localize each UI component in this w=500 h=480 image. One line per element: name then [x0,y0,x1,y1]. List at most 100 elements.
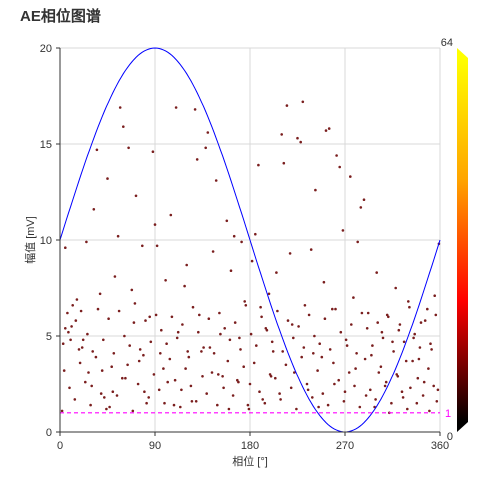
data-point [181,323,184,326]
data-point [335,154,338,157]
data-point [345,344,349,347]
x-tick-label: 0 [57,440,63,452]
data-point [122,125,125,128]
data-point [412,336,415,340]
data-point [364,394,368,397]
data-point [237,380,240,384]
data-point [113,275,117,278]
data-point [391,340,394,344]
data-point [164,279,167,282]
data-point [377,371,381,374]
data-point [191,305,195,309]
data-point [169,213,173,217]
data-point [384,380,388,384]
data-point [136,382,140,386]
data-point [173,378,177,382]
data-point [60,409,64,413]
data-point [337,378,341,382]
data-point [290,323,294,326]
data-point [342,400,346,403]
data-point [332,361,335,365]
data-point [73,398,77,401]
data-point [79,309,83,313]
data-point [154,313,158,317]
data-point [61,342,65,346]
data-point [98,292,102,296]
data-point [87,371,90,374]
data-point [208,346,212,349]
data-point [160,328,163,332]
colorbar-max-label: 64 [441,37,453,49]
data-point [130,288,134,292]
data-point [232,234,236,238]
data-point [64,246,67,249]
data-point [247,407,251,411]
y-tick-label: 0 [46,427,52,439]
data-point [257,163,260,167]
data-point [434,313,438,317]
data-point [92,208,96,211]
data-point [416,376,420,380]
data-point [149,340,153,344]
data-point [75,298,79,301]
data-point [229,269,233,273]
data-point [132,321,136,324]
data-point [352,296,355,299]
data-point [326,403,330,407]
data-point [172,403,176,407]
data-point [289,386,293,390]
data-point [155,244,159,248]
data-point [89,403,92,407]
data-point [363,357,367,361]
data-point [124,376,127,380]
data-point [211,250,215,253]
data-point [417,357,421,361]
data-point [279,398,282,401]
data-point [236,378,239,382]
data-point [268,373,272,376]
data-point [141,244,144,248]
data-point [185,263,188,267]
data-point [184,367,187,370]
data-point [123,334,126,338]
data-point [107,317,110,321]
colorbar: 64 0 [441,37,468,443]
data-point [221,375,224,378]
data-point [430,348,433,351]
data-point [108,405,111,409]
y-tick-label: 15 [40,139,52,151]
data-point [297,325,300,328]
data-point [324,129,328,132]
data-point [427,367,430,370]
data-point [288,252,292,255]
data-point [239,348,242,351]
data-point [71,304,74,307]
data-point [233,321,237,324]
data-point [222,386,225,390]
data-point [362,198,366,201]
data-point [244,304,248,307]
data-point [74,319,78,322]
data-point [263,401,267,405]
data-point [306,388,310,392]
data-point [270,340,274,344]
data-point [422,380,426,384]
data-point [421,394,425,397]
data-point [415,401,419,405]
data-point [165,342,168,346]
data-point [307,313,311,317]
data-point [243,300,246,303]
x-axis-title: 相位 [°] [232,454,268,468]
data-point [401,396,405,399]
data-point [219,332,222,336]
data-point [265,328,269,332]
data-point [395,373,399,376]
data-point [145,401,148,405]
data-point [295,407,298,411]
data-point [66,311,69,315]
data-point [258,390,261,394]
data-point [261,398,265,401]
data-point [207,317,211,321]
data-point [413,332,417,336]
data-point [360,311,364,315]
